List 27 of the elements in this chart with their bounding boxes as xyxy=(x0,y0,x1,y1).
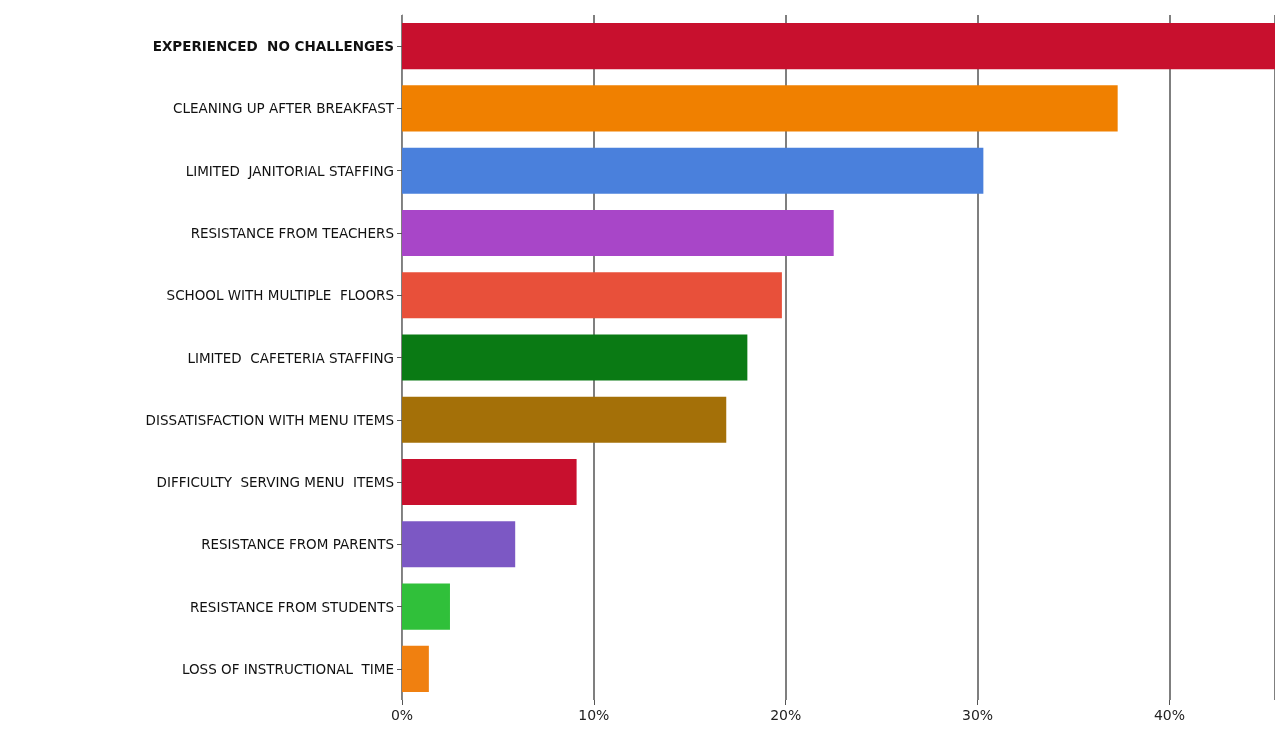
x-tick-label: 40% xyxy=(1153,707,1186,723)
x-tick-label: 10% xyxy=(578,707,610,723)
bar xyxy=(402,147,984,194)
bar xyxy=(402,459,577,506)
y-tick-label: LIMITED JANITORIAL STAFFING xyxy=(185,162,394,179)
y-tick-label: DISSATISFACTION WITH MENU ITEMS xyxy=(145,411,394,428)
y-tick-label: SCHOOL WITH MULTIPLE FLOORS xyxy=(166,287,394,304)
y-tick-label: DIFFICULTY SERVING MENU ITEMS xyxy=(156,474,394,491)
y-tick-label: LIMITED CAFETERIA STAFFING xyxy=(187,349,394,366)
bar xyxy=(402,521,516,568)
bar xyxy=(402,272,782,319)
bar xyxy=(402,396,727,443)
bar xyxy=(402,645,429,692)
y-tick-label: EXPERIENCED NO CHALLENGES xyxy=(152,38,394,55)
bar xyxy=(402,209,834,256)
bar xyxy=(402,85,1118,132)
x-tick-label: 20% xyxy=(770,707,802,723)
y-tick-label: RESISTANCE FROM STUDENTS xyxy=(189,598,394,615)
bar xyxy=(402,23,1275,70)
y-tick-label: LOSS OF INSTRUCTIONAL TIME xyxy=(181,660,394,677)
y-tick-label: RESISTANCE FROM TEACHERS xyxy=(190,224,394,241)
y-tick-label: RESISTANCE FROM PARENTS xyxy=(201,536,394,553)
bar xyxy=(402,583,450,630)
y-tick-label: CLEANING UP AFTER BREAKFAST xyxy=(172,100,395,117)
x-tick-label: 30% xyxy=(962,707,994,723)
x-tick-label: 0% xyxy=(390,707,414,723)
bar xyxy=(402,334,748,381)
